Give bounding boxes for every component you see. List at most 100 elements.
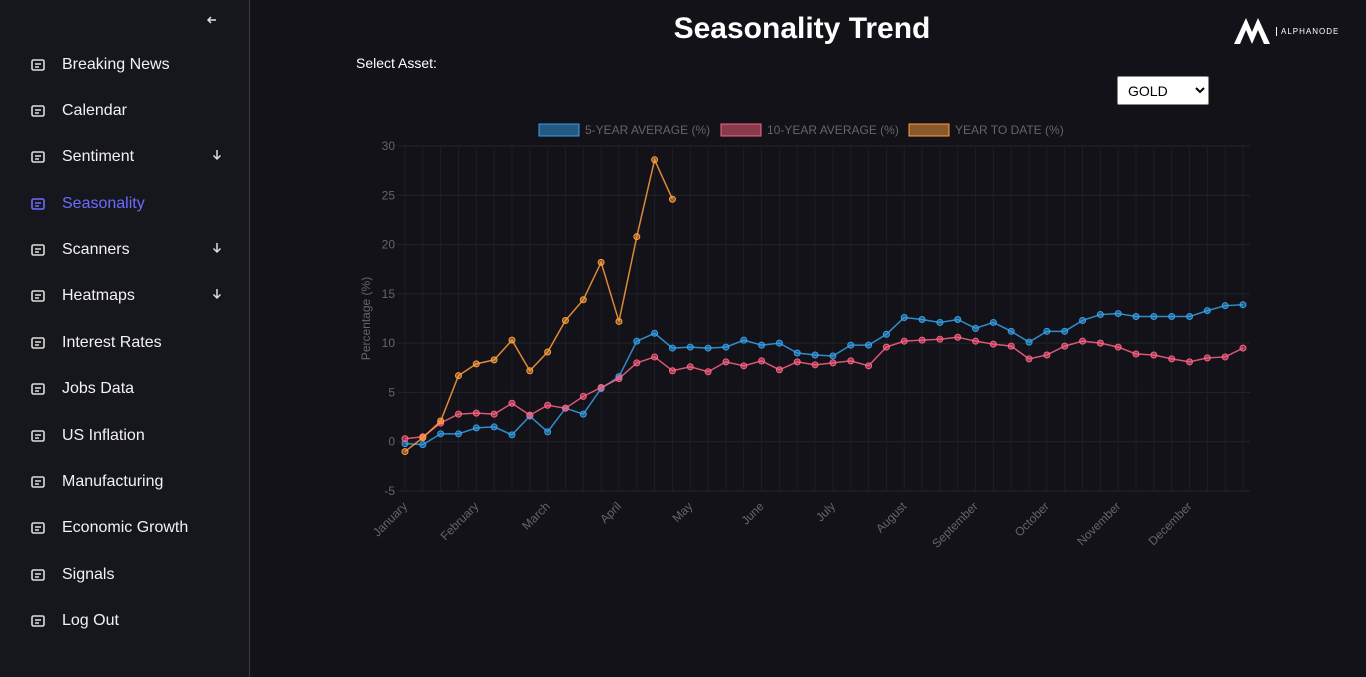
data-point (437, 430, 445, 438)
data-point (579, 410, 587, 418)
nav-label: US Inflation (62, 427, 145, 444)
nav-item[interactable]: Jobs Data (30, 376, 230, 402)
data-point (561, 404, 569, 412)
expand-caret (212, 289, 222, 300)
data-point (651, 329, 659, 337)
collapse-button[interactable] (206, 14, 218, 26)
nav-item[interactable]: Manufacturing (30, 469, 230, 495)
data-point (1239, 301, 1247, 309)
nav-item[interactable]: Breaking News (30, 52, 230, 78)
nav-item[interactable]: Interest Rates (30, 330, 230, 356)
nav-label: Breaking News (62, 56, 170, 73)
data-point (472, 424, 480, 432)
x-tick-label: July (813, 499, 838, 524)
select-label: Select Asset: (356, 55, 437, 71)
data-point (865, 362, 873, 370)
data-point (1007, 327, 1015, 335)
data-point (811, 361, 819, 369)
data-point (437, 417, 445, 425)
x-tick-label: February (438, 499, 482, 543)
y-tick-label: 25 (382, 188, 396, 202)
data-point (454, 410, 462, 418)
data-point (704, 344, 712, 352)
data-point (454, 372, 462, 380)
nav-item[interactable]: Calendar (30, 98, 230, 124)
data-point (1061, 327, 1069, 335)
data-point (544, 428, 552, 436)
data-point (918, 336, 926, 344)
data-point (936, 335, 944, 343)
nav-icon (31, 569, 45, 581)
data-point (1239, 344, 1247, 352)
nav-icon (31, 59, 45, 71)
nav-icon (31, 290, 45, 302)
data-point (722, 358, 730, 366)
logo-mark (1234, 18, 1270, 44)
data-point (544, 401, 552, 409)
data-point (775, 366, 783, 374)
nav-item[interactable]: Signals (30, 562, 230, 588)
nav-label: Log Out (62, 612, 119, 629)
data-point (1079, 316, 1087, 324)
data-point (651, 156, 659, 164)
nav-icon (31, 522, 45, 534)
nav-icon (31, 198, 45, 210)
data-point (1007, 342, 1015, 350)
data-point (775, 339, 783, 347)
data-point (490, 356, 498, 364)
data-point (668, 195, 676, 203)
data-point (508, 336, 516, 344)
nav-item[interactable]: Sentiment (30, 144, 230, 170)
data-point (454, 430, 462, 438)
y-tick-label: 0 (388, 435, 395, 449)
data-point (829, 359, 837, 367)
expand-caret (212, 243, 222, 254)
data-point (793, 358, 801, 366)
data-point (633, 233, 641, 241)
series-line (404, 157, 674, 453)
data-point (1221, 353, 1229, 361)
legend-swatch (908, 123, 950, 137)
nav-item[interactable]: US Inflation (30, 423, 230, 449)
nav-label: Scanners (62, 241, 130, 258)
data-point (401, 448, 409, 456)
x-tick-label: December (1146, 499, 1195, 548)
data-point (954, 333, 962, 341)
nav-label: Seasonality (62, 195, 145, 212)
nav-item[interactable]: Heatmaps (30, 283, 230, 309)
legend-label: 10-YEAR AVERAGE (%) (767, 123, 899, 137)
data-point (847, 341, 855, 349)
data-point (989, 340, 997, 348)
data-point (793, 349, 801, 357)
legend-label: YEAR TO DATE (%) (955, 123, 1064, 137)
series-line (404, 303, 1244, 446)
data-point (1079, 337, 1087, 345)
y-tick-label: 15 (382, 287, 396, 301)
nav-label: Calendar (62, 102, 127, 119)
data-point (1025, 355, 1033, 363)
data-point (1150, 313, 1158, 321)
data-point (401, 435, 409, 443)
data-point (954, 315, 962, 323)
nav-icon (31, 151, 45, 163)
data-point (1186, 313, 1194, 321)
data-point (989, 318, 997, 326)
data-point (740, 362, 748, 370)
data-point (490, 423, 498, 431)
y-tick-label: 5 (388, 385, 395, 399)
nav-item[interactable]: Log Out (30, 608, 230, 634)
data-point (900, 337, 908, 345)
data-point (579, 296, 587, 304)
x-tick-label: January (370, 499, 410, 539)
data-point (668, 367, 676, 375)
nav-item[interactable]: Economic Growth (30, 515, 230, 541)
nav-item[interactable]: Scanners (30, 237, 230, 263)
x-tick-label: April (597, 499, 624, 526)
data-point (579, 392, 587, 400)
data-point (1096, 339, 1104, 347)
nav-item[interactable]: Seasonality (30, 191, 230, 217)
asset-select[interactable]: GOLD (1117, 76, 1209, 105)
x-tick-label: March (519, 499, 552, 532)
data-point (936, 318, 944, 326)
